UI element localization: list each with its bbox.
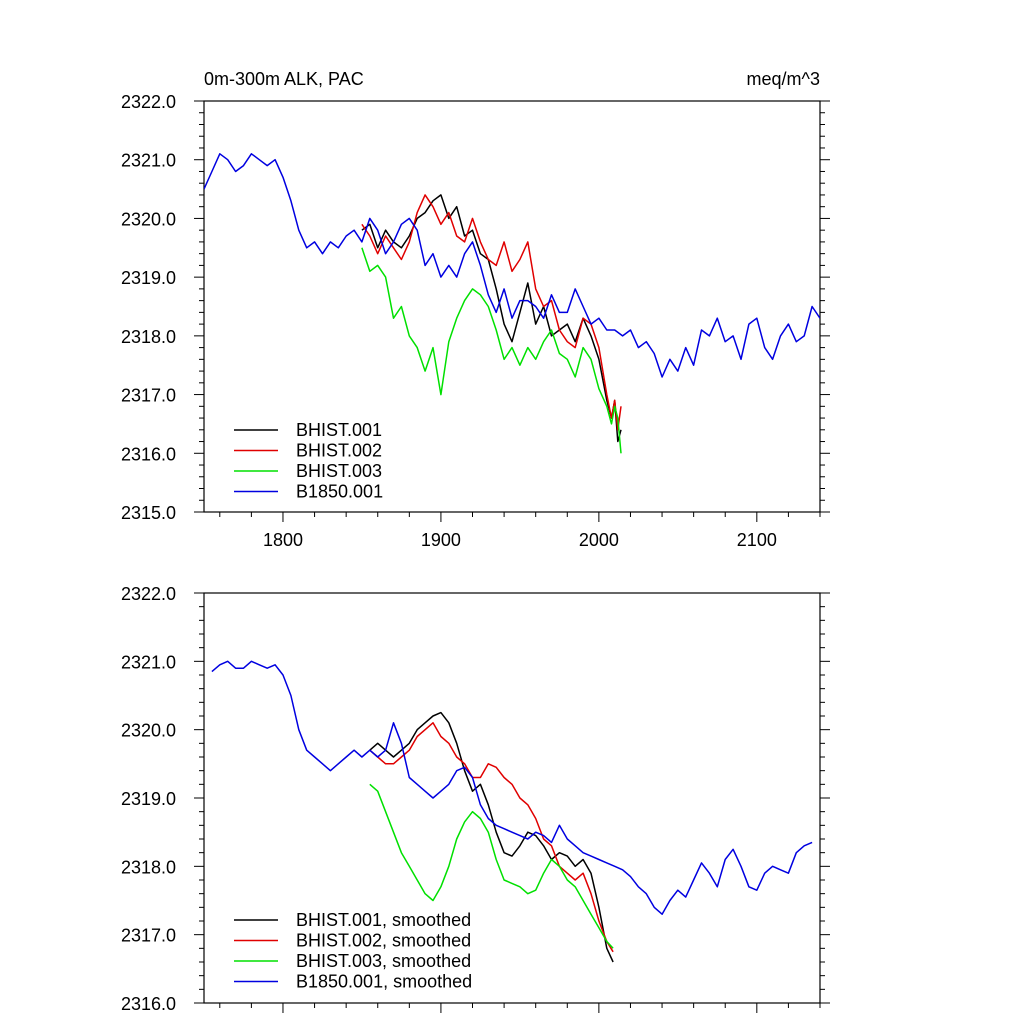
y-tick-label: 2318.0 (121, 327, 176, 347)
series-line-bhist-003-smoothed (369, 783, 614, 949)
chart-title: 0m-300m ALK, PAC (204, 69, 364, 89)
series-line-bhist-001 (361, 194, 622, 443)
y-tick-label: 2321.0 (121, 151, 176, 171)
legend-label-bhist-003: BHIST.003 (296, 461, 382, 481)
y-tick-label: 2322.0 (121, 92, 176, 112)
y-tick-label: 2320.0 (121, 721, 176, 741)
legend-label-bhist-003-smoothed: BHIST.003, smoothed (296, 951, 471, 971)
series-line-bhist-001-smoothed (369, 711, 614, 963)
y-tick-label: 2316.0 (121, 994, 176, 1014)
y-tick-label: 2322.0 (121, 584, 176, 604)
plot-frame (203, 100, 821, 513)
y-tick-label: 2315.0 (121, 503, 176, 523)
legend-label-bhist-002-smoothed: BHIST.002, smoothed (296, 931, 471, 951)
series-line-bhist-002 (361, 194, 622, 431)
y-tick-label: 2320.0 (121, 209, 176, 229)
legend-label-b1850-001-smoothed: B1850.001, smoothed (296, 972, 472, 992)
x-tick-label: 2100 (737, 530, 777, 550)
series-line-b1850-001 (204, 153, 820, 378)
y-tick-label: 2317.0 (121, 386, 176, 406)
y-tick-label: 2317.0 (121, 926, 176, 946)
y-tick-label: 2318.0 (121, 857, 176, 877)
series-line-b1850-001-smoothed (211, 660, 813, 915)
legend-label-b1850-001: B1850.001 (296, 482, 383, 502)
x-tick-label: 1800 (263, 530, 303, 550)
series-line-bhist-003 (361, 247, 622, 454)
y-tick-label: 2319.0 (121, 268, 176, 288)
series-line-bhist-002-smoothed (369, 722, 614, 953)
y-tick-label: 2321.0 (121, 652, 176, 672)
x-tick-label: 1900 (421, 530, 461, 550)
legend-label-bhist-001-smoothed: BHIST.001, smoothed (296, 910, 471, 930)
units-label: meq/m^3 (747, 69, 820, 89)
legend-label-bhist-001: BHIST.001 (296, 420, 382, 440)
bottom-panel: 2316.0 2317.0 2318.0 2319.0 2320.0 2321.0 2322… (121, 584, 830, 1014)
x-tick-label: 2000 (579, 530, 619, 550)
legend-label-bhist-002: BHIST.002 (296, 441, 382, 461)
y-tick-label: 2316.0 (121, 444, 176, 464)
top-panel: 2315.0 2316.0 2317.0 2318.0 2319.0 2320.0 2321… (121, 69, 830, 550)
y-tick-label: 2319.0 (121, 789, 176, 809)
